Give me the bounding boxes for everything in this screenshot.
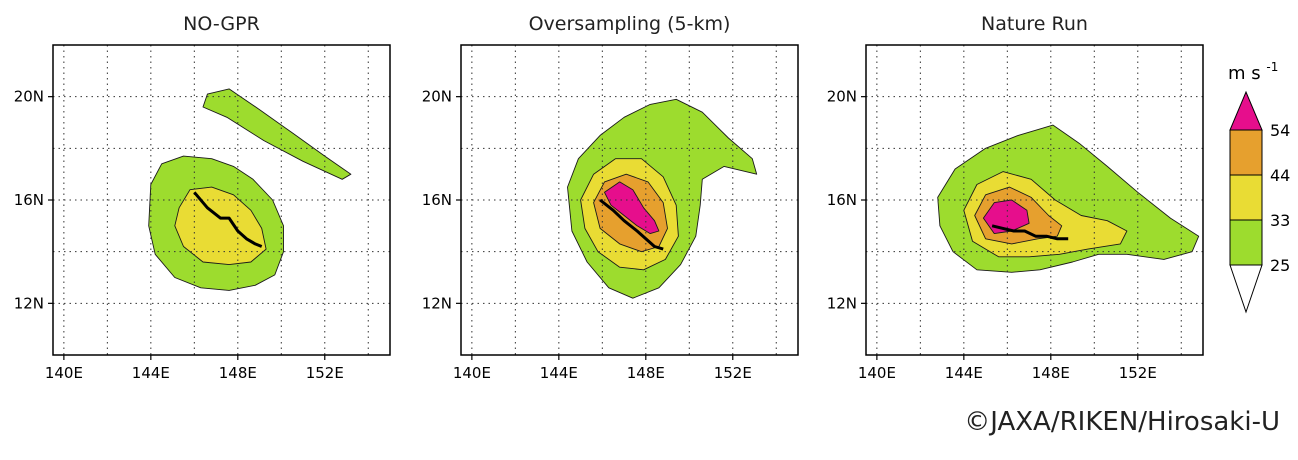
y-tick-label: 16N: [14, 191, 44, 209]
colorbar-segment-54plus: [1229, 90, 1263, 131]
colorbar-label: 25: [1270, 256, 1290, 275]
y-tick-label: 16N: [422, 191, 452, 209]
colorbar-segment: [1229, 174, 1263, 221]
colorbar-label: 44: [1270, 166, 1290, 185]
x-tick-label: 152E: [306, 364, 344, 382]
wind-contour: [202, 88, 352, 180]
y-tick-label: 20N: [422, 88, 452, 106]
storm-track: [599, 198, 664, 251]
x-tick-label: 140E: [453, 364, 491, 382]
colorbar-label: 54: [1270, 121, 1290, 140]
credit-text: ©JAXA/RIKEN/Hirosaki-U: [964, 407, 1280, 437]
wind-contour: [174, 186, 267, 266]
x-tick-label: 144E: [132, 364, 170, 382]
y-tick-label: 12N: [827, 294, 857, 312]
panel-1: 140E 144E 148E 152E 12N 16N 20N NO-GPR: [14, 13, 391, 382]
y-tick-label: 12N: [14, 294, 44, 312]
colorbar-segment: [1229, 129, 1263, 176]
x-tick-label: 140E: [858, 364, 896, 382]
colorbar: m s -1 54 44 33 25: [1228, 60, 1290, 314]
x-tick-label: 148E: [1032, 364, 1070, 382]
x-tick-label: 148E: [219, 364, 257, 382]
plot-area: [53, 45, 390, 355]
wind-contour: [604, 181, 660, 235]
x-tick-label: 148E: [627, 364, 665, 382]
x-tick-label: 152E: [714, 364, 752, 382]
plot-area: [866, 45, 1203, 355]
panel-title: NO-GPR: [183, 13, 260, 35]
colorbar-segment: [1229, 219, 1263, 266]
y-tick-label: 12N: [422, 294, 452, 312]
plot-area: [461, 45, 798, 355]
colorbar-unit: m s -1: [1228, 60, 1278, 84]
colorbar-label: 33: [1270, 211, 1290, 230]
storm-track: [193, 191, 263, 248]
y-tick-label: 20N: [827, 88, 857, 106]
y-tick-label: 16N: [827, 191, 857, 209]
x-tick-label: 144E: [945, 364, 983, 382]
x-tick-label: 152E: [1119, 364, 1157, 382]
x-tick-label: 144E: [540, 364, 578, 382]
panel-title: Nature Run: [981, 13, 1088, 35]
x-tick-label: 140E: [45, 364, 83, 382]
y-tick-label: 20N: [14, 88, 44, 106]
panel-title: Oversampling (5-km): [529, 13, 731, 35]
panel-3: 140E 144E 148E 152E 12N 16N 20N Nature Run: [827, 13, 1204, 382]
colorbar-segment-below25: [1229, 264, 1263, 314]
storm-track: [991, 224, 1069, 241]
panel-2: 140E 144E 148E 152E 12N 16N 20N Oversampling (5…: [422, 13, 799, 382]
